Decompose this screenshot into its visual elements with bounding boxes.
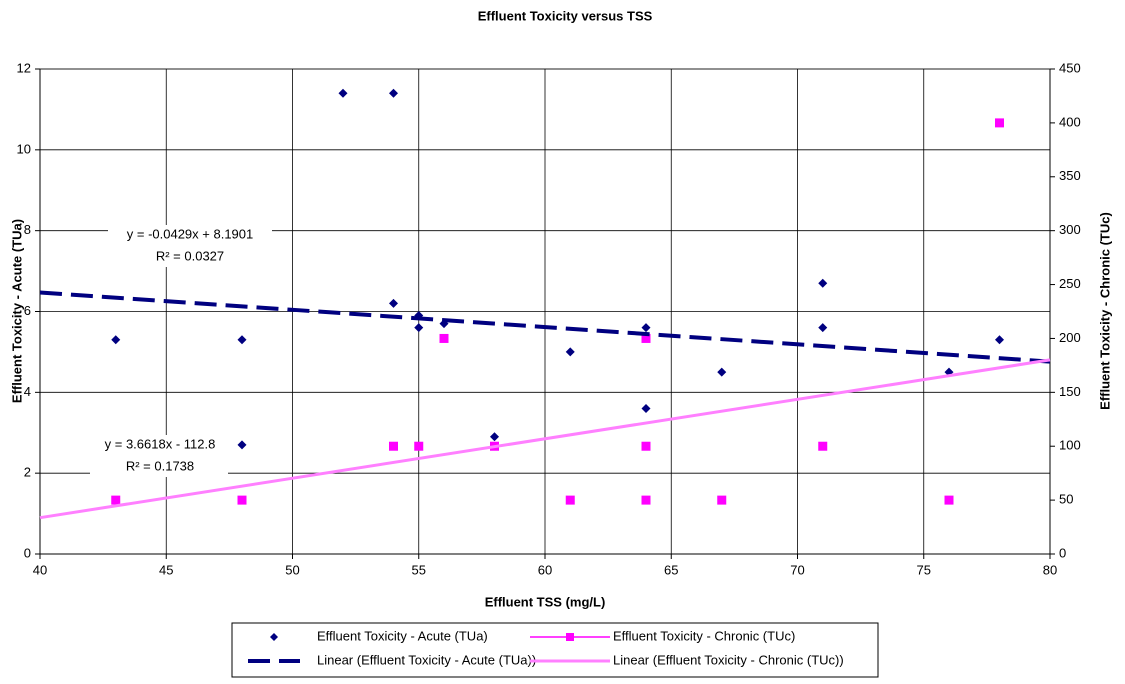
annotation-bg <box>90 435 228 477</box>
x-axis-label: Effluent TSS (mg/L) <box>485 594 606 609</box>
point <box>111 335 121 345</box>
x-tick-label: 45 <box>159 562 173 577</box>
point <box>818 441 828 451</box>
y2-tick-label: 200 <box>1059 330 1081 345</box>
annotation: y = -0.0429x + 8.1901 <box>127 226 253 241</box>
y2-tick-label: 400 <box>1059 114 1081 129</box>
y2-tick-label: 350 <box>1059 168 1081 183</box>
point <box>414 323 424 333</box>
point <box>717 495 727 505</box>
point <box>389 441 398 451</box>
y2-tick-label: 0 <box>1059 545 1066 560</box>
point <box>389 298 398 308</box>
y-tick-label: 10 <box>17 141 31 156</box>
legend-label: Effluent Toxicity - Chronic (TUc) <box>613 628 795 643</box>
point <box>641 323 651 333</box>
point <box>641 333 651 343</box>
trend-line <box>39 290 1051 364</box>
x-tick-label: 60 <box>538 562 552 577</box>
y-tick-label: 2 <box>24 465 31 480</box>
x-tick-label: 70 <box>790 562 804 577</box>
annotation: R² = 0.1738 <box>126 458 194 473</box>
y-tick-label: 6 <box>24 303 31 318</box>
y-tick-label: 4 <box>24 384 31 399</box>
y2-tick-label: 100 <box>1059 438 1081 453</box>
y2-tick-label: 300 <box>1059 222 1081 237</box>
legend-label: Effluent Toxicity - Acute (TUa) <box>317 628 488 643</box>
y-tick-label: 12 <box>17 60 31 75</box>
point <box>944 495 954 505</box>
legend-symbol <box>270 633 278 641</box>
point <box>717 367 727 377</box>
point <box>237 495 247 505</box>
y-tick-label: 8 <box>24 222 31 237</box>
point <box>995 335 1004 345</box>
y-tick-label: 0 <box>24 545 31 560</box>
chart-title: Effluent Toxicity versus TSS <box>478 8 653 23</box>
y-axis-label: Effluent Toxicity - Acute (TUa) <box>9 219 24 403</box>
y2-tick-label: 250 <box>1059 276 1081 291</box>
y2-tick-label: 50 <box>1059 492 1073 507</box>
y2-tick-label: 150 <box>1059 384 1081 399</box>
annotation: y = 3.6618x - 112.8 <box>105 436 216 451</box>
point <box>641 441 651 451</box>
point <box>565 347 575 357</box>
annotation-bg <box>108 225 272 267</box>
point <box>414 441 424 451</box>
x-tick-label: 65 <box>664 562 678 577</box>
point <box>641 495 651 505</box>
point <box>565 495 575 505</box>
point <box>439 333 449 343</box>
trend-line <box>39 358 1051 520</box>
point <box>641 404 651 413</box>
point <box>389 88 398 98</box>
point <box>995 118 1004 128</box>
x-tick-label: 80 <box>1043 562 1057 577</box>
y2-tick-label: 450 <box>1059 60 1081 75</box>
point <box>111 495 121 505</box>
x-tick-label: 40 <box>33 562 47 577</box>
y2-axis-label: Effluent Toxicity - Chronic (TUc) <box>1097 212 1112 410</box>
legend-symbol <box>566 633 574 641</box>
annotation: R² = 0.0327 <box>156 248 224 263</box>
point <box>338 88 348 98</box>
point <box>237 440 247 450</box>
point <box>818 278 828 288</box>
point <box>490 432 499 442</box>
x-tick-label: 55 <box>412 562 426 577</box>
x-tick-label: 50 <box>285 562 299 577</box>
legend-box <box>231 622 879 678</box>
legend-label: Linear (Effluent Toxicity - Chronic (TUc… <box>613 652 844 667</box>
x-tick-label: 75 <box>917 562 931 577</box>
point <box>237 335 247 345</box>
point <box>818 323 828 333</box>
legend-label: Linear (Effluent Toxicity - Acute (TUa)) <box>317 652 536 667</box>
